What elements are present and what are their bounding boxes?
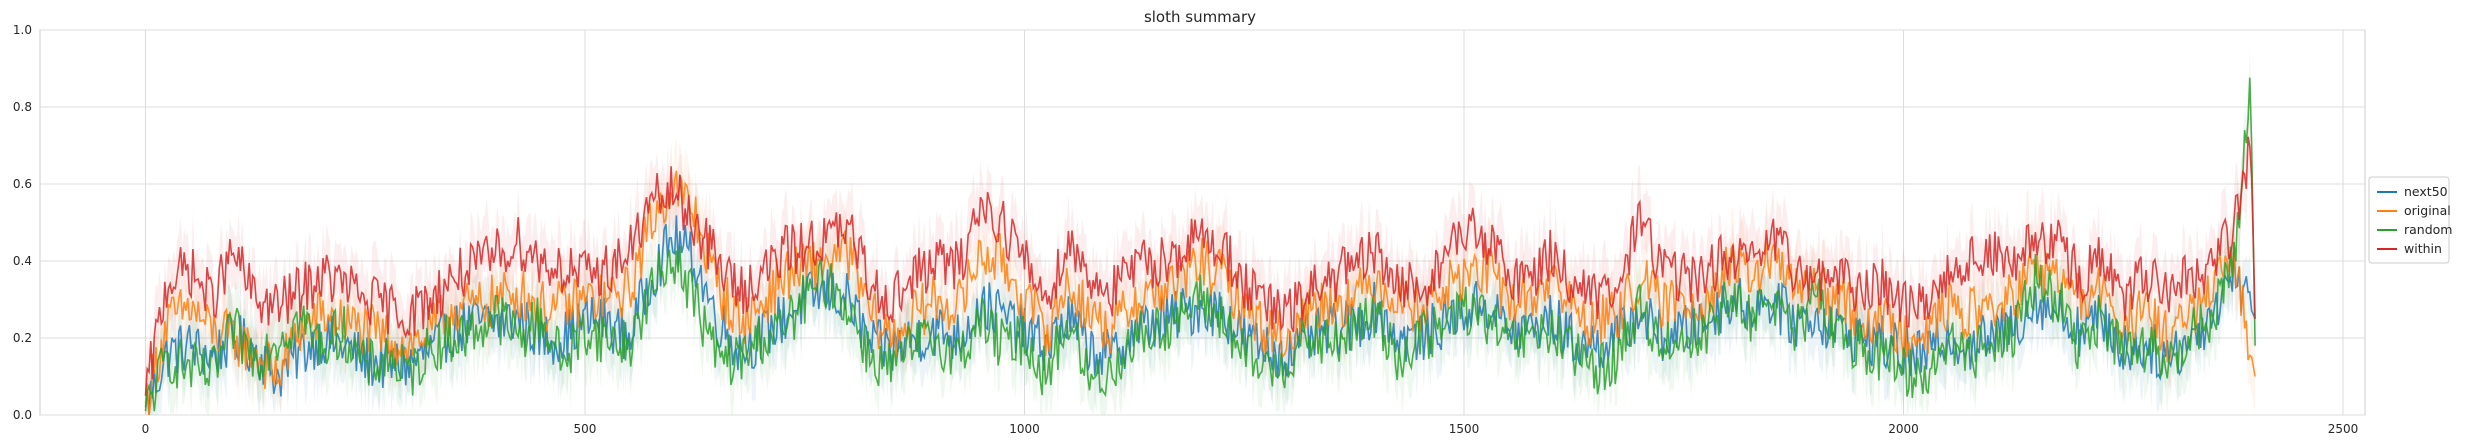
series-band-random (145, 48, 2256, 416)
series-line-next50 (144, 215, 2256, 415)
x-tick-label: 500 (574, 422, 597, 436)
legend-label-within: within (2404, 241, 2442, 256)
legend: next50 original random within (2368, 176, 2452, 264)
y-tick-label: 0.8 (13, 100, 32, 114)
y-axis-ticks: 0.0 0.2 0.4 0.6 0.8 1.0 (13, 23, 32, 422)
x-tick-label: 2000 (1888, 422, 1919, 436)
x-tick-label: 0 (142, 422, 150, 436)
legend-box (2368, 176, 2450, 264)
x-tick-label: 1000 (1009, 422, 1040, 436)
series-line-within (144, 136, 2256, 396)
legend-label-random: random (2404, 222, 2452, 237)
legend-label-next50: next50 (2404, 184, 2448, 199)
legend-label-original: original (2404, 203, 2451, 218)
y-tick-label: 0.2 (13, 331, 32, 345)
x-tick-label: 2500 (2328, 422, 2359, 436)
y-tick-label: 1.0 (13, 23, 32, 37)
x-axis-ticks: 0 500 1000 1500 2000 2500 (142, 422, 2359, 436)
x-tick-label: 1500 (1449, 422, 1480, 436)
series-lines (144, 77, 2256, 416)
y-tick-label: 0.4 (13, 254, 32, 268)
chart-title: sloth summary (1144, 8, 1256, 26)
y-tick-label: 0.6 (13, 177, 32, 191)
series-line-random (144, 77, 2256, 412)
y-tick-label: 0.0 (13, 408, 32, 422)
